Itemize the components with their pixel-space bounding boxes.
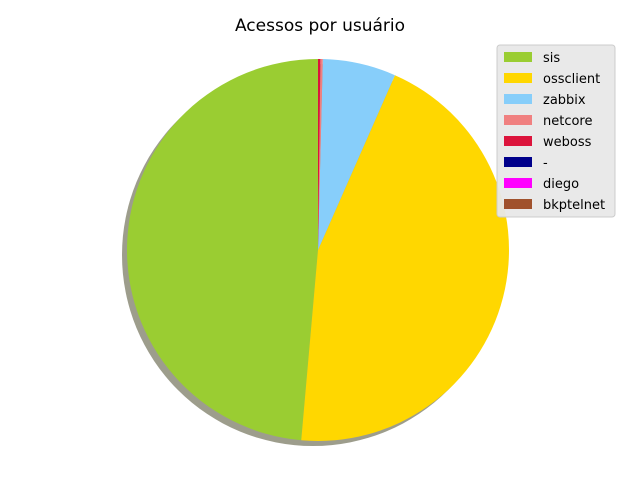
legend-label: sis	[543, 51, 560, 66]
legend-swatch	[504, 136, 532, 146]
legend-swatch	[504, 73, 532, 83]
legend-label: weboss	[543, 135, 592, 150]
legend-label: netcore	[543, 114, 593, 129]
legend-item-zabbix: zabbix	[504, 93, 586, 108]
pie-slice-ossclient	[301, 75, 509, 441]
legend-label: diego	[543, 177, 579, 192]
legend-swatch	[504, 94, 532, 104]
legend-label: zabbix	[543, 93, 586, 108]
pie-slice-zabbix	[318, 59, 395, 251]
pie-slices	[127, 59, 509, 441]
legend-label: -	[543, 156, 548, 171]
legend: sis ossclient zabbix netcore weboss - diego bkp…	[496, 44, 616, 218]
pie-slice-netcore	[318, 59, 323, 250]
legend-item-sis: sis	[504, 51, 560, 66]
legend-label: ossclient	[543, 72, 600, 87]
legend-label: bkptelnet	[543, 198, 605, 213]
legend-item-diego: diego	[504, 177, 579, 192]
legend-item-netcore: netcore	[504, 114, 593, 129]
legend-swatch	[504, 115, 532, 125]
legend-item-weboss: weboss	[504, 135, 592, 150]
legend-item-item-5: -	[504, 156, 548, 171]
legend-swatch	[504, 52, 532, 62]
legend-swatch	[504, 178, 532, 188]
pie-slice-weboss	[318, 59, 321, 250]
legend-item-bkptelnet: bkptelnet	[504, 198, 605, 213]
legend-item-ossclient: ossclient	[504, 72, 600, 87]
chart-title: Acessos por usuário	[235, 16, 405, 36]
legend-swatch	[504, 199, 532, 209]
legend-frame	[496, 44, 616, 218]
pie-slice-sis	[127, 59, 319, 441]
legend-swatch	[504, 157, 532, 167]
